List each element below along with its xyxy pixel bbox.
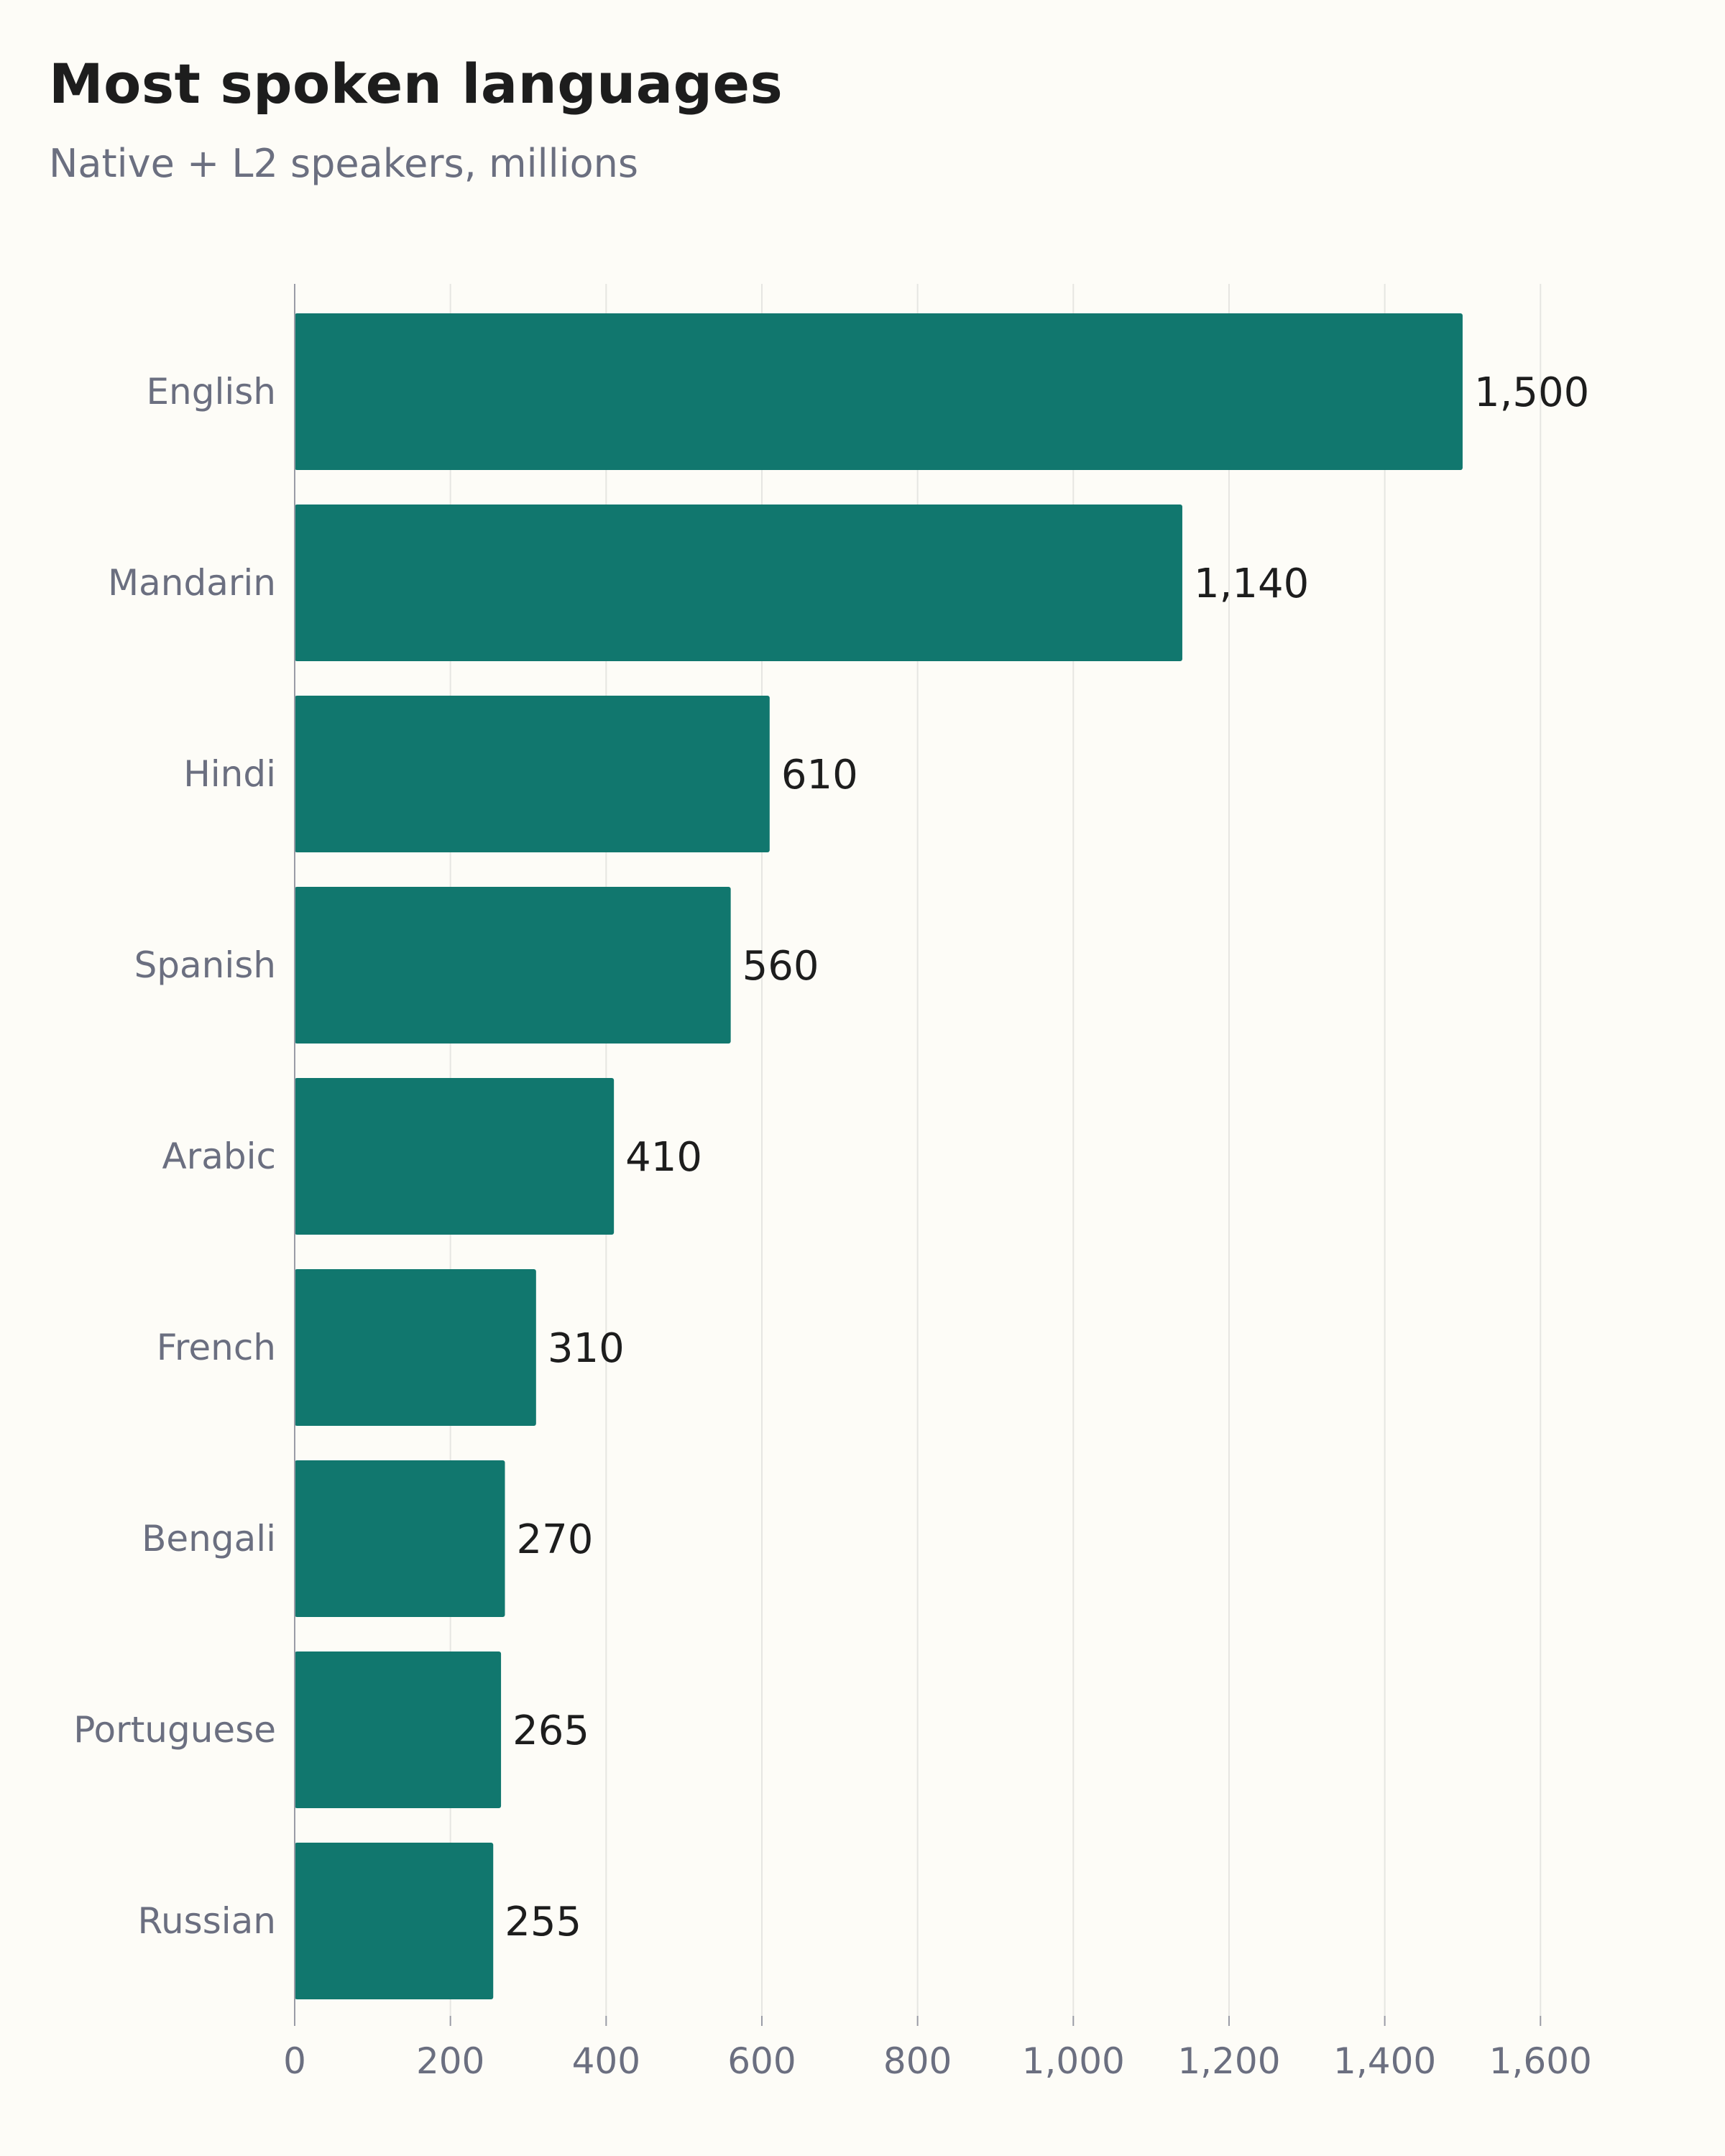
x-tick-label: 1,200 — [1177, 2040, 1280, 2082]
x-tick-label: 200 — [416, 2040, 484, 2082]
category-label: Russian — [137, 1900, 276, 1942]
value-label: 610 — [781, 752, 858, 798]
x-tick-label: 1,400 — [1333, 2040, 1436, 2082]
bar — [295, 1269, 536, 1426]
value-label: 270 — [516, 1516, 593, 1563]
x-tick-label: 600 — [727, 2040, 796, 2082]
chart-title: Most spoken languages — [49, 52, 783, 116]
value-label: 255 — [505, 1899, 581, 1945]
bar — [295, 505, 1182, 661]
bar — [295, 313, 1463, 470]
category-label: Hindi — [183, 753, 276, 795]
bar — [295, 1843, 494, 1999]
x-tick-label: 1,000 — [1022, 2040, 1125, 2082]
x-tick-label: 800 — [883, 2040, 952, 2082]
x-tick-label: 400 — [572, 2040, 640, 2082]
bars — [295, 313, 1463, 1999]
axes — [294, 284, 1542, 2026]
category-label: Portuguese — [73, 1709, 276, 1751]
category-label: Bengali — [142, 1518, 276, 1560]
x-tick-label: 1,600 — [1489, 2040, 1592, 2082]
value-label: 310 — [548, 1325, 625, 1372]
bar — [295, 1078, 615, 1235]
category-label: English — [146, 371, 276, 413]
chart-subtitle: Native + L2 speakers, millions — [49, 141, 638, 186]
bar — [295, 887, 731, 1044]
x-tick-label: 0 — [283, 2040, 306, 2082]
category-label: Arabic — [162, 1135, 276, 1177]
value-label: 1,140 — [1194, 561, 1309, 607]
bar — [295, 696, 770, 852]
value-label: 265 — [512, 1708, 589, 1754]
bar — [295, 1651, 502, 1808]
labels: 0 200 400 600 800 1,000 1,200 1,400 1,600 English… — [73, 369, 1592, 2082]
value-label: 410 — [625, 1134, 702, 1181]
category-label: French — [157, 1327, 276, 1368]
category-label: Mandarin — [108, 562, 276, 604]
category-label: Spanish — [134, 944, 276, 986]
value-label: 560 — [742, 943, 819, 990]
bar — [295, 1460, 505, 1617]
value-label: 1,500 — [1474, 369, 1589, 416]
